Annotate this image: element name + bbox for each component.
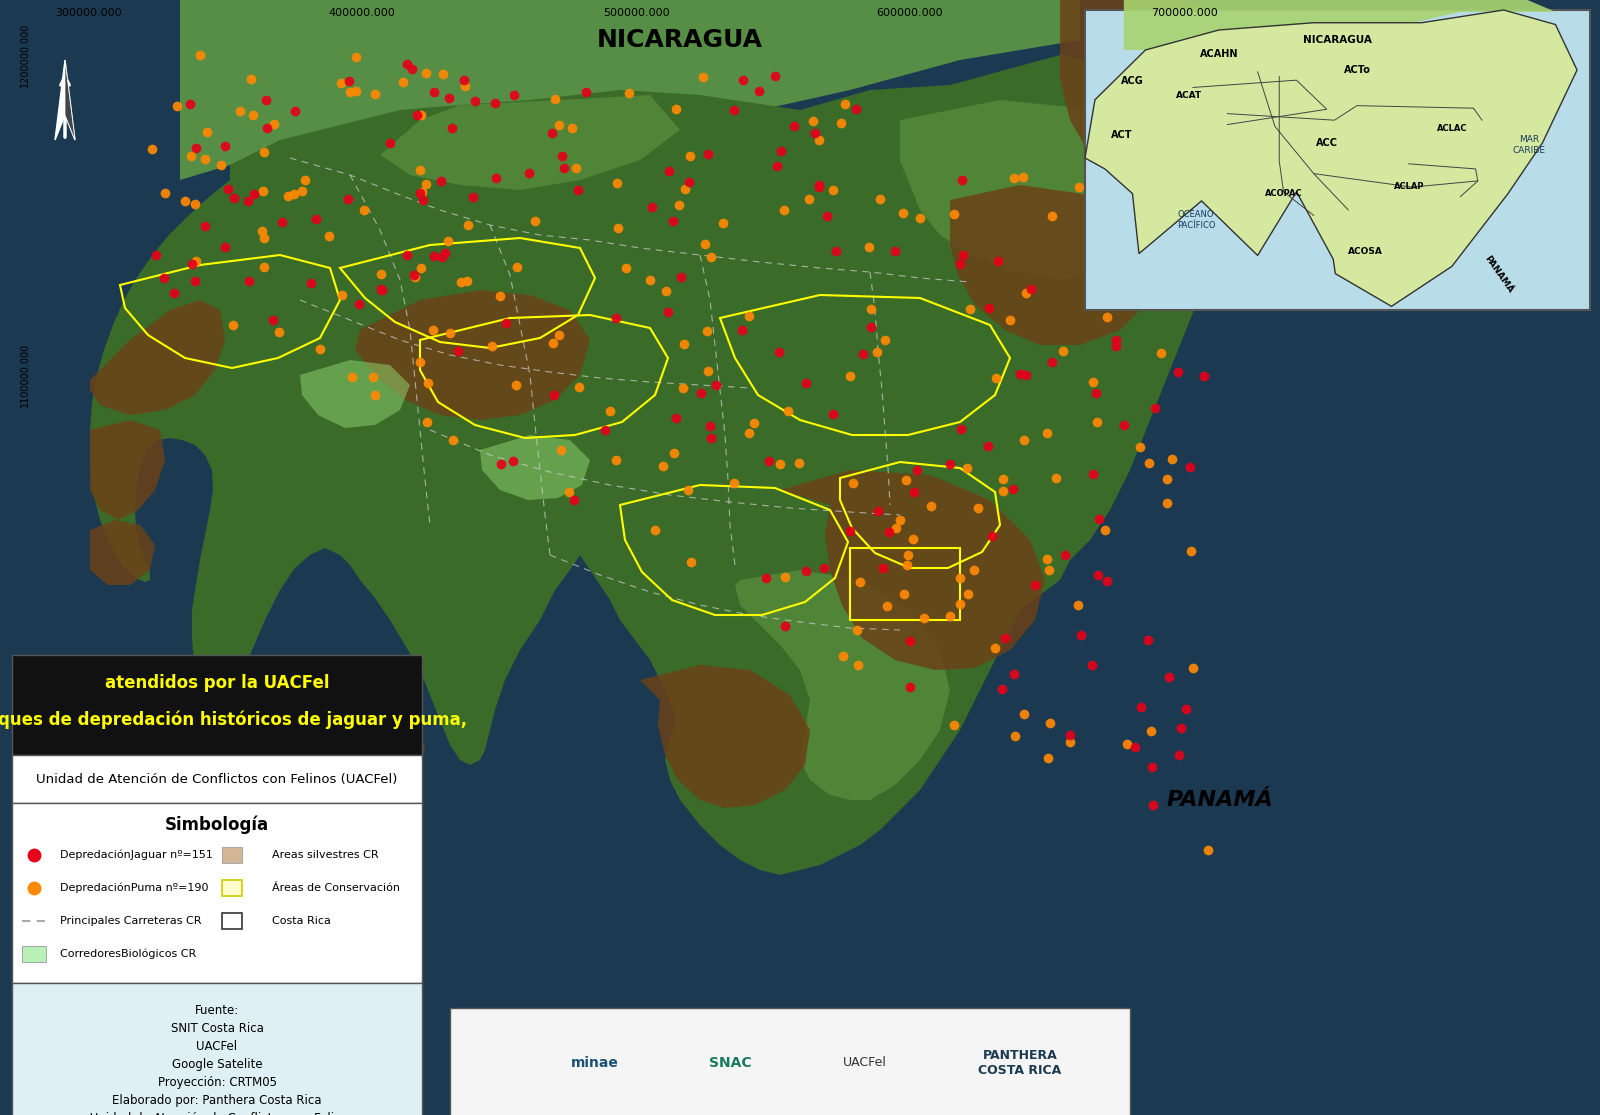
Text: 400000.000: 400000.000 — [328, 8, 395, 18]
Text: 500000.000: 500000.000 — [603, 8, 669, 18]
Polygon shape — [734, 570, 950, 799]
Text: NICARAGUA: NICARAGUA — [1302, 35, 1371, 45]
Text: PANTHERA
COSTA RICA: PANTHERA COSTA RICA — [978, 1049, 1062, 1077]
Polygon shape — [950, 185, 1160, 345]
Text: ACOPAC: ACOPAC — [1264, 190, 1302, 198]
Text: 1000000.000: 1000000.000 — [19, 663, 30, 727]
Text: ACTo: ACTo — [1344, 65, 1370, 75]
Text: 700000.000: 700000.000 — [1150, 8, 1218, 18]
Text: ACAT: ACAT — [1176, 91, 1202, 100]
Text: 1200000.000: 1200000.000 — [19, 22, 30, 87]
Polygon shape — [90, 520, 155, 585]
Polygon shape — [781, 471, 1045, 670]
Polygon shape — [301, 360, 410, 428]
Text: Áreas de Conservación: Áreas de Conservación — [272, 883, 400, 893]
Text: ACOSA: ACOSA — [1349, 248, 1382, 256]
Text: 300000.000: 300000.000 — [54, 8, 122, 18]
Text: SNAC: SNAC — [709, 1056, 752, 1070]
Text: NICARAGUA: NICARAGUA — [597, 28, 763, 52]
Text: CorredoresBiológicos CR: CorredoresBiológicos CR — [61, 949, 197, 959]
Polygon shape — [66, 60, 75, 140]
Text: 900000.000: 900000.000 — [19, 981, 30, 1039]
Polygon shape — [205, 710, 275, 782]
Text: DepredaciónJaguar nº=151: DepredaciónJaguar nº=151 — [61, 850, 213, 861]
Bar — [222, 880, 242, 896]
Text: Principales Carreteras CR: Principales Carreteras CR — [61, 917, 202, 925]
Text: ACLAP: ACLAP — [1394, 182, 1424, 191]
Polygon shape — [90, 300, 226, 415]
Polygon shape — [307, 715, 426, 802]
Polygon shape — [1059, 0, 1270, 200]
Text: ACC: ACC — [1315, 138, 1338, 147]
Text: Areas silvestres CR: Areas silvestres CR — [272, 850, 379, 860]
Polygon shape — [1085, 10, 1578, 307]
Polygon shape — [899, 100, 1181, 280]
Bar — [13, 983, 422, 1115]
Text: Unidad de Atención de Conflictos con Felinos (UACFel): Unidad de Atención de Conflictos con Fel… — [37, 773, 398, 785]
Text: Ataques de depredación históricos de jaguar y puma,: Ataques de depredación históricos de jag… — [0, 710, 467, 729]
Bar — [1085, 10, 1590, 310]
Bar — [222, 847, 242, 863]
Text: 1100000.000: 1100000.000 — [19, 343, 30, 407]
Bar — [13, 655, 422, 755]
Bar — [222, 913, 242, 929]
Text: Fuente:
SNIT Costa Rica
UACFel
Google Satelite
Proyección: CRTM05
Elaborado por:: Fuente: SNIT Costa Rica UACFel Google Sa… — [78, 1005, 355, 1115]
Text: PANAMÁ: PANAMÁ — [1483, 253, 1515, 294]
Polygon shape — [381, 95, 680, 190]
Polygon shape — [90, 55, 1230, 875]
Text: UACFel: UACFel — [843, 1057, 886, 1069]
Polygon shape — [480, 435, 590, 500]
Text: OCÉANO
PACÍFICO: OCÉANO PACÍFICO — [1178, 211, 1216, 230]
Text: ACLAC: ACLAC — [1437, 124, 1467, 133]
Bar — [13, 803, 422, 983]
Bar — [13, 755, 422, 803]
Text: Costa Rica: Costa Rica — [272, 917, 331, 925]
Text: MAR
CARIBE: MAR CARIBE — [1514, 135, 1546, 155]
Text: atendidos por la UACFel: atendidos por la UACFel — [104, 673, 330, 692]
Text: Simbología: Simbología — [165, 816, 269, 834]
Text: 600000.000: 600000.000 — [877, 8, 944, 18]
Text: minae: minae — [571, 1056, 619, 1070]
Bar — [22, 946, 46, 962]
Text: PANAMÁ: PANAMÁ — [1166, 791, 1274, 809]
Text: DepredaciónPuma nº=190: DepredaciónPuma nº=190 — [61, 883, 208, 893]
Polygon shape — [54, 60, 75, 140]
Polygon shape — [179, 0, 1080, 180]
Text: ACAHN: ACAHN — [1200, 49, 1238, 59]
Text: ACG: ACG — [1122, 76, 1144, 86]
Text: ACT: ACT — [1110, 130, 1133, 140]
Polygon shape — [1123, 0, 1555, 50]
Bar — [450, 1008, 1130, 1115]
Polygon shape — [355, 290, 590, 420]
Polygon shape — [640, 665, 810, 808]
Polygon shape — [90, 420, 165, 520]
